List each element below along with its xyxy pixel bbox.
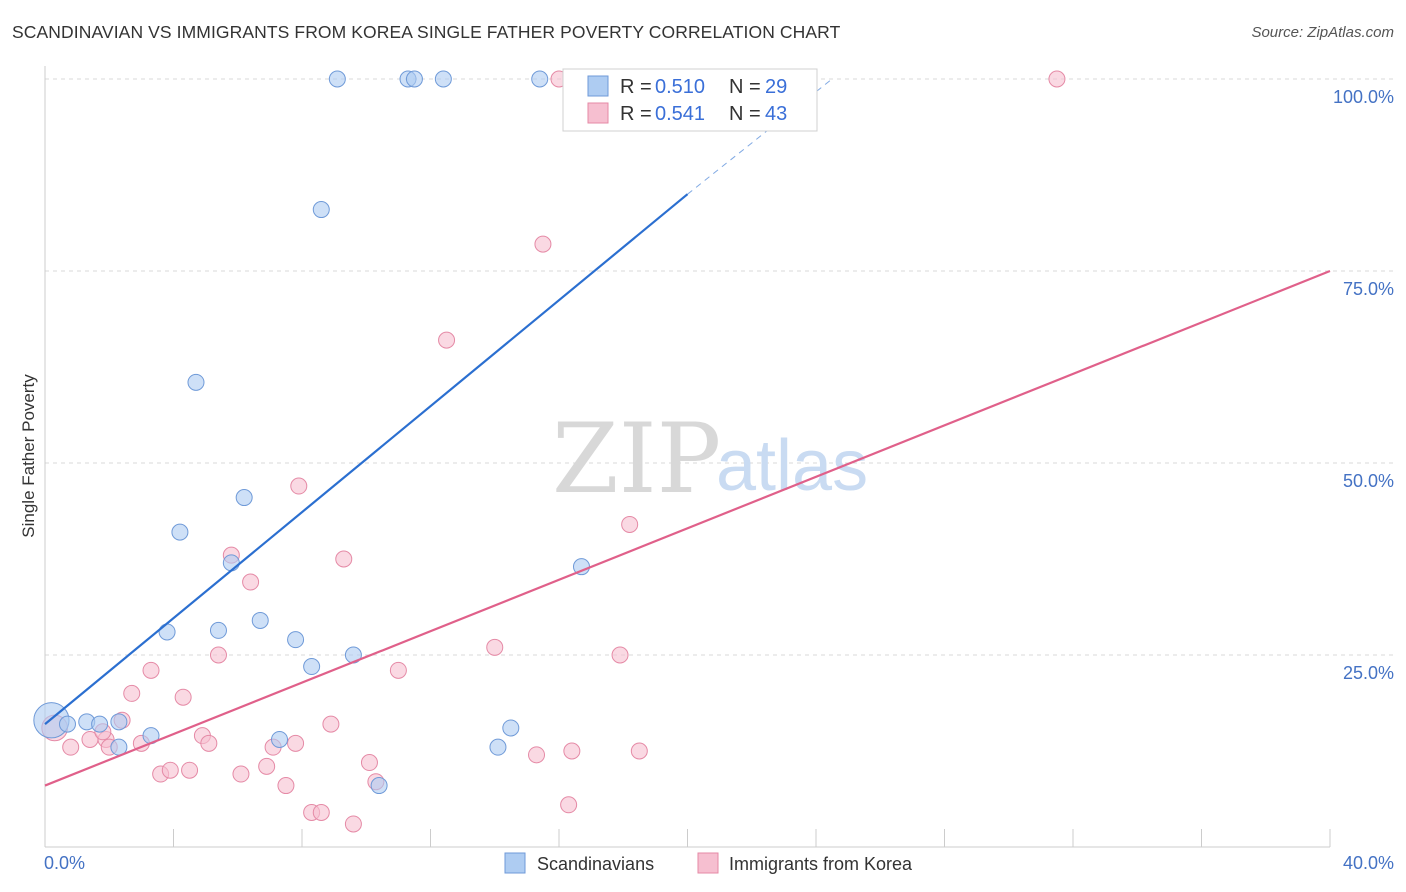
korea-point-27 <box>322 715 340 733</box>
legend-swatch-scandinavians <box>587 75 609 97</box>
y-axis-label: Single Father Poverty <box>19 374 38 538</box>
scandinavians-point-9 <box>187 373 205 391</box>
korea-point-33 <box>438 331 456 349</box>
korea-point-23 <box>287 734 305 752</box>
y-tick-label-75: 75.0% <box>1343 279 1394 299</box>
korea-point-34 <box>486 638 504 656</box>
korea-point-35 <box>528 746 546 764</box>
korea-point-1 <box>62 738 80 756</box>
scandinavians-point-13 <box>251 611 269 629</box>
legend-r-value-1: 0.510 <box>655 76 705 98</box>
korea-point-40 <box>611 646 629 664</box>
scandinavians-point-15 <box>287 631 305 649</box>
korea-point-7 <box>123 684 141 702</box>
x-axis-ticks <box>44 829 1331 847</box>
korea-point-12 <box>174 688 192 706</box>
korea-point-15 <box>200 734 218 752</box>
korea-point-18 <box>232 765 250 783</box>
korea-point-30 <box>360 754 378 772</box>
scandinavians-point-26 <box>531 70 549 88</box>
scandinavians-point-18 <box>328 70 346 88</box>
korea-point-22 <box>277 777 295 795</box>
legend-n-label-2: N = <box>729 103 761 125</box>
scandinavians-point-10 <box>209 621 227 639</box>
gridlines <box>45 78 1394 656</box>
korea-point-19 <box>242 573 260 591</box>
watermark-zip: ZIP <box>552 403 721 515</box>
scandinavians-point-22 <box>405 70 423 88</box>
scandinavians-point-14 <box>271 730 289 748</box>
korea-point-43 <box>1048 70 1066 88</box>
scandinavians-point-23 <box>434 70 452 88</box>
scandinavians-point-11 <box>222 554 240 572</box>
chart-title: SCANDINAVIAN VS IMMIGRANTS FROM KOREA SI… <box>12 22 841 42</box>
korea-point-38 <box>560 796 578 814</box>
bottom-legend-label-korea: Immigrants from Korea <box>729 854 913 874</box>
korea-point-20 <box>258 757 276 775</box>
legend-r-label-2: R = <box>620 103 652 125</box>
korea-point-28 <box>335 550 353 568</box>
scandinavians-point-1 <box>58 715 76 733</box>
y-tick-label-100: 100.0% <box>1333 87 1394 107</box>
x-tick-label-min: 0.0% <box>44 853 85 873</box>
legend-n-value-2: 43 <box>765 103 787 125</box>
korea-point-11 <box>161 761 179 779</box>
korea-point-42 <box>630 742 648 760</box>
series-scandinavians <box>33 70 590 795</box>
trend-line-korea <box>44 269 1331 787</box>
source-label: Source: ZipAtlas.com <box>1251 24 1394 41</box>
legend-r-value-2: 0.541 <box>655 103 705 125</box>
scandinavians-point-8 <box>171 523 189 541</box>
korea-point-41 <box>621 515 639 533</box>
scandinavians-point-24 <box>489 738 507 756</box>
korea-point-16 <box>209 646 227 664</box>
korea-point-29 <box>344 815 362 833</box>
scandinavians-point-25 <box>502 719 520 737</box>
korea-point-26 <box>312 803 330 821</box>
scandinavians-point-16 <box>303 658 321 676</box>
korea-point-13 <box>181 761 199 779</box>
scandinavians-point-17 <box>312 201 330 219</box>
legend-n-value-1: 29 <box>765 76 787 98</box>
bottom-legend-swatch-scandinavians <box>504 852 526 874</box>
y-tick-labels: 25.0% 50.0% 75.0% 100.0% <box>1333 87 1394 683</box>
korea-point-32 <box>389 661 407 679</box>
trend-line-scandinavians <box>44 193 689 725</box>
korea-point-24 <box>290 477 308 495</box>
scandinavians-point-3 <box>91 715 109 733</box>
bottom-legend-label-scandinavians: Scandinavians <box>537 854 654 874</box>
y-tick-label-25: 25.0% <box>1343 663 1394 683</box>
legend-n-label-1: N = <box>729 76 761 98</box>
y-tick-label-50: 50.0% <box>1343 471 1394 491</box>
korea-point-36 <box>534 235 552 253</box>
scandinavians-point-7 <box>158 623 176 641</box>
scandinavians-point-20 <box>370 777 388 795</box>
x-tick-label-max: 40.0% <box>1343 853 1394 873</box>
bottom-legend-swatch-korea <box>697 852 719 874</box>
korea-point-9 <box>142 661 160 679</box>
legend-swatch-korea <box>587 102 609 124</box>
legend-r-label-1: R = <box>620 76 652 98</box>
korea-point-39 <box>563 742 581 760</box>
legend: R = 0.510 N = 29 R = 0.541 N = 43 <box>562 68 818 132</box>
scandinavians-point-4 <box>110 713 128 731</box>
bottom-legend: Scandinavians Immigrants from Korea <box>504 852 913 874</box>
scandinavians-point-12 <box>235 489 253 507</box>
